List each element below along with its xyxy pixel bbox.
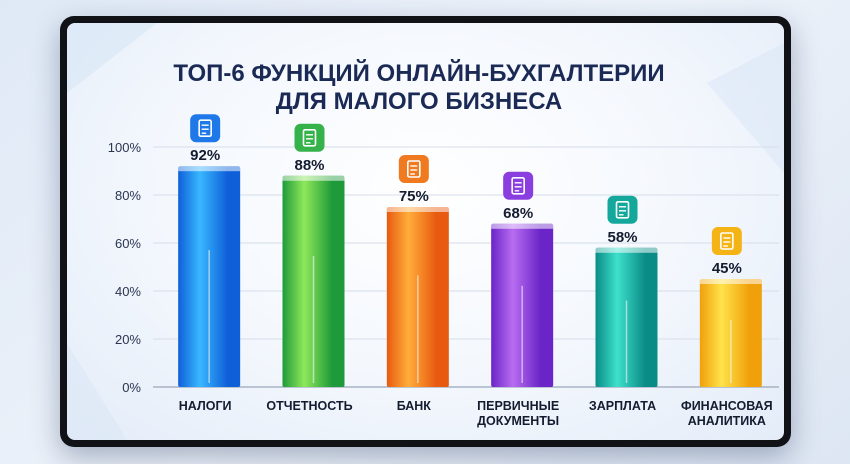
bar-top-highlight — [178, 166, 241, 172]
x-category-label: БАНК — [397, 399, 432, 413]
y-tick-label: 80% — [115, 188, 141, 203]
value-label: 68% — [503, 205, 533, 222]
bank-icon — [398, 155, 429, 183]
x-category-label: НАЛОГИ — [179, 399, 232, 413]
bar-top-highlight — [491, 223, 554, 229]
value-label: 92% — [190, 147, 220, 164]
monitor-frame: ТОП-6 ФУНКЦИЙ ОНЛАЙН-БУХГАЛТЕРИИ ДЛЯ МАЛ… — [60, 16, 791, 447]
x-category-label: ПЕРВИЧНЫЕ — [477, 399, 559, 413]
x-category-label: ЗАРПЛАТА — [589, 399, 656, 413]
analytics-chart-icon — [711, 227, 742, 255]
value-label: 45% — [712, 260, 742, 277]
x-category-label: ОТЧЕТНОСТЬ — [266, 399, 352, 413]
bars: 92% 88% 75% 68% 58% 45% — [178, 114, 762, 387]
x-category-label: ДОКУМЕНТЫ — [477, 414, 559, 428]
y-tick-label: 60% — [115, 236, 141, 251]
bar-top-highlight — [282, 175, 345, 181]
value-label: 75% — [399, 188, 429, 205]
tax-document-icon — [190, 114, 221, 143]
money-icon — [607, 195, 638, 224]
y-axis: 100% 80% 60% 40% 20% 0% — [108, 140, 142, 395]
bar-top-highlight — [595, 247, 658, 253]
bar-chart: ТОП-6 ФУНКЦИЙ ОНЛАЙН-БУХГАЛТЕРИИ ДЛЯ МАЛ… — [67, 23, 784, 440]
value-label: 88% — [294, 157, 324, 174]
bar-top-highlight — [699, 279, 762, 284]
value-label: 58% — [607, 229, 637, 246]
x-category-label: ФИНАНСОВАЯ — [681, 399, 773, 413]
chart-screen: ТОП-6 ФУНКЦИЙ ОНЛАЙН-БУХГАЛТЕРИИ ДЛЯ МАЛ… — [67, 23, 784, 440]
y-tick-label: 20% — [115, 332, 141, 347]
chart-title-line-1: ТОП-6 ФУНКЦИЙ ОНЛАЙН-БУХГАЛТЕРИИ — [173, 59, 664, 87]
y-tick-label: 40% — [115, 284, 141, 299]
background-decoration — [67, 23, 784, 440]
grid — [153, 146, 779, 388]
y-tick-label: 100% — [108, 140, 142, 155]
document-icon — [503, 171, 534, 200]
bar-top-highlight — [386, 207, 449, 212]
y-tick-label: 0% — [122, 380, 141, 395]
x-category-label: АНАЛИТИКА — [688, 414, 766, 428]
report-chart-icon — [294, 123, 325, 152]
chart-title-line-2: ДЛЯ МАЛОГО БИЗНЕСА — [276, 88, 563, 115]
